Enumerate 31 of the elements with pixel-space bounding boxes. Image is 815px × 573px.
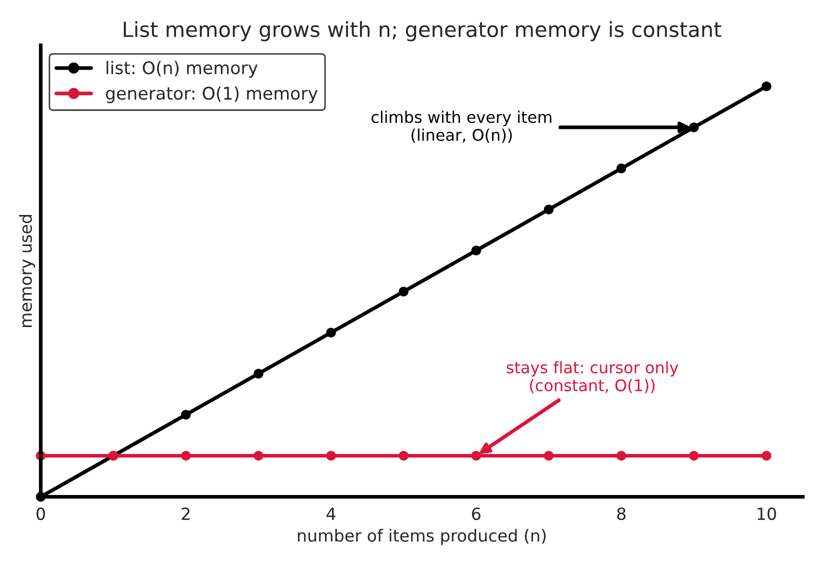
x-tick-label: 8 [617, 508, 626, 520]
y-axis-title: memory used [19, 215, 36, 328]
x-tick-label: 4 [326, 508, 336, 520]
point [762, 81, 772, 92]
point [398, 286, 408, 296]
chart-title: List memory grows with n; generator memory is constant [124, 21, 722, 42]
legend-label: generator: O(1) memory [106, 86, 318, 104]
point [762, 450, 772, 461]
point [689, 450, 699, 461]
point [254, 368, 264, 379]
point [616, 164, 626, 174]
point [616, 450, 626, 461]
point [326, 328, 336, 338]
x-tick-label: 6 [472, 508, 480, 520]
point [471, 246, 482, 256]
point [254, 450, 264, 461]
x-tick-label: 10 [758, 508, 776, 520]
annotation: climbs with every item (linear, O(n)) [372, 110, 552, 143]
point [689, 122, 699, 132]
x-axis-title: number of items produced (n) [298, 528, 546, 546]
point [544, 450, 554, 461]
x-tick-label: 0 [36, 508, 45, 520]
point [544, 204, 554, 214]
annotation: stays flat: cursor only (constant, O(1)) [506, 361, 678, 394]
x-tick-label: 2 [182, 508, 190, 520]
point [471, 450, 482, 461]
point [181, 450, 191, 461]
point [181, 410, 191, 420]
point [326, 450, 336, 461]
legend-label: list: O(n) memory [106, 60, 258, 78]
point [398, 450, 408, 461]
